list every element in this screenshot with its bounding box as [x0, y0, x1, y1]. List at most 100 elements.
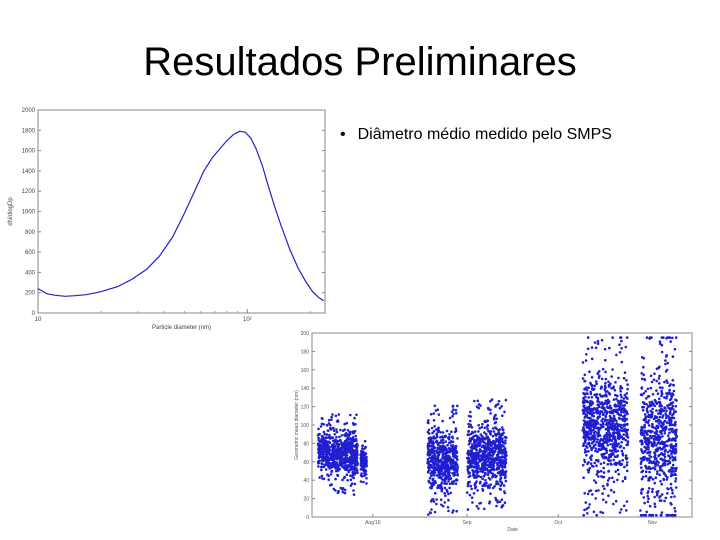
- data-point: [672, 412, 675, 416]
- data-point: [448, 467, 451, 471]
- data-point: [584, 395, 587, 399]
- data-point: [642, 373, 645, 377]
- data-point: [331, 413, 334, 416]
- data-point: [354, 423, 357, 426]
- data-point: [318, 476, 321, 479]
- data-point: [667, 438, 671, 441]
- data-point: [345, 473, 349, 476]
- data-point: [490, 398, 494, 401]
- data-point: [498, 428, 502, 431]
- data-point: [455, 509, 458, 513]
- data-point: [641, 487, 644, 491]
- data-point: [320, 474, 324, 478]
- data-point: [647, 395, 651, 398]
- data-point: [498, 445, 502, 448]
- data-point: [620, 440, 623, 444]
- data-point: [436, 442, 440, 445]
- data-point: [649, 386, 653, 390]
- data-point: [614, 381, 617, 384]
- data-point: [356, 461, 359, 465]
- data-point: [495, 468, 499, 471]
- data-point: [360, 465, 364, 468]
- data-point: [663, 426, 667, 429]
- data-point: [599, 444, 602, 448]
- data-point: [485, 442, 488, 446]
- data-point: [617, 416, 621, 420]
- data-point: [452, 408, 455, 411]
- data-point: [606, 479, 610, 482]
- data-point: [651, 478, 655, 481]
- data-point: [451, 480, 454, 484]
- data-point: [647, 445, 650, 449]
- data-point: [346, 429, 350, 432]
- y-tick-label: 120: [301, 405, 310, 411]
- data-point: [650, 380, 654, 384]
- bullet-text: Diâmetro médio medido pelo SMPS: [357, 126, 612, 143]
- data-point: [616, 468, 620, 472]
- data-point: [671, 427, 674, 431]
- data-point: [353, 416, 356, 420]
- data-point: [493, 414, 497, 417]
- data-point: [583, 373, 587, 377]
- data-point: [647, 478, 651, 482]
- data-point: [446, 443, 449, 447]
- y-tick-label: 0: [306, 515, 309, 521]
- data-point: [613, 441, 617, 444]
- data-point: [604, 399, 607, 403]
- data-point: [669, 501, 672, 505]
- data-point: [584, 501, 588, 504]
- data-point: [365, 464, 368, 468]
- data-point: [335, 420, 339, 423]
- data-point: [672, 389, 676, 393]
- data-point: [317, 436, 320, 440]
- x-tick-label: 10: [35, 317, 42, 323]
- y-tick-label: 20: [303, 497, 309, 503]
- data-point: [596, 422, 600, 425]
- data-point: [434, 491, 437, 495]
- data-point: [663, 432, 667, 435]
- data-point: [505, 436, 508, 439]
- data-point: [335, 469, 338, 473]
- data-point: [612, 398, 616, 401]
- data-point: [673, 506, 676, 510]
- data-point: [609, 438, 612, 442]
- data-point: [607, 401, 610, 405]
- data-point: [656, 392, 660, 395]
- data-point: [641, 451, 645, 455]
- data-point: [609, 417, 613, 421]
- data-point: [430, 426, 434, 430]
- data-point: [620, 409, 623, 412]
- data-point: [658, 415, 662, 419]
- data-point: [663, 443, 666, 446]
- data-point: [585, 389, 589, 392]
- data-point: [470, 445, 474, 448]
- data-point: [643, 417, 647, 420]
- data-point: [615, 353, 618, 357]
- data-point: [588, 444, 592, 448]
- data-point: [650, 400, 654, 404]
- data-point: [665, 416, 668, 420]
- data-point: [453, 430, 457, 434]
- data-point: [661, 464, 664, 467]
- data-point: [581, 429, 584, 432]
- data-point: [660, 394, 663, 398]
- data-point: [619, 413, 623, 417]
- data-point: [606, 422, 610, 425]
- data-point: [587, 506, 590, 509]
- data-point: [660, 511, 664, 514]
- data-point: [593, 387, 596, 391]
- data-point: [586, 512, 589, 515]
- data-point: [492, 418, 496, 421]
- data-point: [608, 422, 612, 425]
- data-point: [666, 476, 669, 479]
- x-axis-label: Particle diameter (nm): [152, 325, 211, 331]
- data-point: [658, 397, 661, 401]
- data-point: [604, 447, 608, 450]
- data-point: [622, 411, 626, 414]
- data-point: [605, 451, 608, 454]
- data-point: [436, 454, 439, 458]
- data-point: [671, 466, 675, 470]
- data-point: [583, 406, 586, 410]
- data-point: [432, 446, 435, 450]
- data-point: [487, 469, 490, 473]
